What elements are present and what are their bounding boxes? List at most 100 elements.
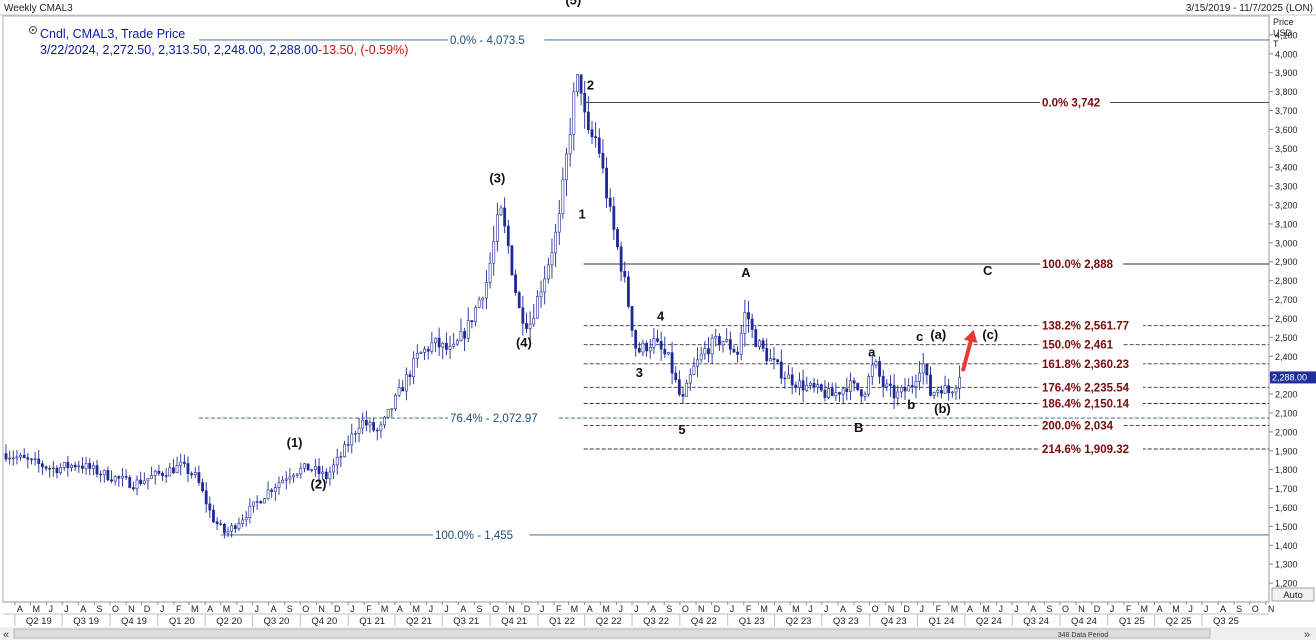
candle	[463, 327, 467, 352]
candle	[576, 73, 579, 97]
candle-body	[717, 336, 721, 346]
candle	[357, 417, 361, 443]
candle	[361, 412, 365, 435]
candle-body	[466, 320, 470, 339]
candle	[521, 295, 525, 336]
candle-body	[266, 489, 270, 499]
y-tick-label: 3,600	[1275, 125, 1298, 135]
candle-body	[15, 456, 19, 459]
candle	[554, 223, 558, 268]
scroll-left-button[interactable]: «	[3, 629, 9, 640]
candle-body	[663, 348, 667, 355]
candle-body	[455, 340, 459, 345]
candle	[492, 225, 496, 276]
scrollbar-thumb[interactable]	[13, 628, 1211, 639]
candle-body	[113, 476, 117, 482]
candle	[899, 385, 903, 398]
candle	[921, 352, 925, 385]
candle	[896, 385, 900, 406]
candle	[958, 365, 962, 400]
candle	[426, 346, 430, 360]
candle	[918, 360, 921, 390]
x-month-label: A	[1220, 604, 1226, 614]
candle-body	[779, 361, 783, 379]
candle-body	[954, 388, 958, 393]
candle	[546, 257, 550, 284]
y-tick-label: 4,000	[1275, 49, 1298, 59]
candle-body	[714, 336, 718, 339]
wave-label: b	[907, 397, 915, 412]
candle-body	[768, 358, 772, 362]
candle-body	[739, 333, 743, 355]
candle	[95, 459, 99, 478]
candle	[412, 351, 416, 385]
candle-body	[940, 390, 943, 394]
candle-body	[142, 480, 146, 484]
candle-body	[525, 323, 528, 329]
candle-body	[70, 464, 73, 468]
candle	[874, 359, 878, 369]
candle	[586, 96, 590, 134]
candle-body	[572, 91, 576, 135]
fib-separator: -	[476, 35, 486, 47]
legend-values-line: 3/22/2024, 2,272.50, 2,313.50, 2,248.00,…	[40, 43, 408, 57]
candle	[950, 390, 954, 398]
x-month-label: N	[508, 604, 515, 614]
candle	[277, 476, 281, 495]
candle-body	[907, 385, 911, 392]
candle-body	[201, 482, 204, 492]
candle-body	[867, 376, 871, 395]
candle-body	[179, 461, 183, 466]
candle	[73, 461, 77, 472]
wave-labels: (1) (2) (3) (4) (5) 1 2 3 4 5 A Ba b c (a) (b) (c) C	[287, 0, 999, 492]
x-month-label: S	[666, 604, 672, 614]
scroll-right-button[interactable]: »	[1304, 629, 1310, 640]
fib-ratio: 76.4%	[450, 413, 483, 425]
y-tick-label: 1,900	[1275, 446, 1298, 456]
fib-ext-161-label-bg	[1040, 357, 1143, 370]
candle-body	[233, 525, 237, 529]
candle	[295, 473, 299, 478]
current-price-tag-label: 2,288.00	[1272, 372, 1307, 382]
candle-body	[692, 365, 696, 375]
candle	[940, 385, 943, 399]
x-quarter-label: Q4 24	[1071, 616, 1097, 627]
candle-body	[681, 394, 685, 397]
candle	[568, 117, 572, 167]
candle-body	[546, 264, 550, 280]
candle	[230, 522, 234, 538]
x-month-label: J	[1110, 604, 1115, 614]
auto-scale-button[interactable]	[1271, 587, 1315, 602]
candle	[241, 514, 244, 528]
y-tick-label: 2,200	[1275, 390, 1298, 400]
candle	[397, 379, 401, 398]
x-month-label: N	[888, 604, 895, 614]
candle-body	[605, 167, 608, 199]
candle	[721, 340, 725, 353]
candle-body	[819, 384, 823, 391]
candle-body	[772, 358, 776, 361]
candle-body	[790, 374, 794, 386]
candle	[481, 296, 485, 310]
candle-body	[186, 463, 190, 474]
x-month-label: J	[444, 604, 449, 614]
candle-body	[932, 392, 936, 396]
candle	[616, 226, 619, 251]
fib-ratio: 100.0%	[1042, 259, 1081, 271]
candle-body	[88, 463, 92, 469]
x-month-label: J	[730, 604, 735, 614]
candle	[233, 523, 237, 534]
candle	[386, 409, 390, 419]
candle	[838, 391, 841, 402]
candle-body	[434, 337, 437, 344]
candle	[885, 379, 889, 392]
candle	[128, 475, 132, 489]
candle-body	[645, 342, 648, 352]
auto-scale-label: Auto	[1283, 590, 1303, 601]
candle	[81, 457, 84, 474]
x-month-label: O	[682, 604, 689, 614]
candle-body	[394, 394, 397, 409]
y-tick-label: 3,400	[1275, 163, 1298, 173]
